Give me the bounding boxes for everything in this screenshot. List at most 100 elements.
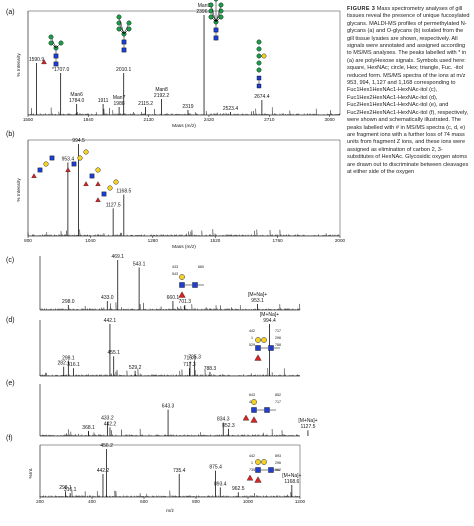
hexose-circle xyxy=(261,53,267,59)
peak-label: 953.4 xyxy=(62,156,75,162)
peak-label: 456.2 xyxy=(100,443,113,449)
peak-label: 834.3 xyxy=(217,417,230,423)
spectrum-trace xyxy=(27,229,340,237)
peak-label-name: [M+Na]+ xyxy=(260,312,279,318)
peak-label: 852.3 xyxy=(222,423,235,429)
peak-label-name: Man7 xyxy=(113,95,126,101)
peak-label: *1707.0 xyxy=(52,67,69,73)
hexnac-square xyxy=(256,83,262,89)
peak-label: 2115.2 xyxy=(138,101,153,107)
peak-label: 2319 xyxy=(182,104,193,110)
fucose-triangle xyxy=(65,167,71,172)
peak-label: 2010.1 xyxy=(116,67,132,73)
x-tick-label: 600 xyxy=(140,499,148,504)
mannose-circle xyxy=(58,40,64,46)
peak-label: 735.3 xyxy=(188,354,201,360)
fucose-triangle xyxy=(41,59,47,65)
mannose-circle xyxy=(213,0,219,2)
hexnac-square xyxy=(101,191,107,197)
hexose-circle xyxy=(77,155,83,161)
spectrum-trace xyxy=(40,428,301,437)
x-tick-label: 1760 xyxy=(272,238,283,243)
fragment-annotation: 643 xyxy=(249,393,255,397)
fucose-triangle xyxy=(254,476,262,483)
peak-label: 298.1 xyxy=(62,355,75,361)
x-tick-label: 1280 xyxy=(148,238,159,243)
peak-label: 282.1 xyxy=(57,361,70,367)
x-tick-label: 1550 xyxy=(23,117,34,122)
x-tick-label: 1840 xyxy=(83,117,94,122)
fucose-triangle xyxy=(246,474,254,481)
x-tick-label: 2420 xyxy=(204,117,215,122)
peak-label: 442.2 xyxy=(97,468,110,474)
mannose-circle xyxy=(48,34,54,40)
fragment-annotation: 717 xyxy=(275,400,281,404)
mannose-circle xyxy=(208,8,214,14)
x-tick-label: 1040 xyxy=(85,238,96,243)
hexnac-square xyxy=(179,282,185,288)
x-tick-label: 1200 xyxy=(295,499,306,504)
peak-label: 2523.4 xyxy=(223,106,239,112)
peak-label: 316.1 xyxy=(64,487,77,493)
peak-label: 316.1 xyxy=(67,362,80,368)
hexnac-square xyxy=(71,161,77,167)
panel-label: (e) xyxy=(6,380,15,387)
fragment-annotation: 1 xyxy=(251,336,253,340)
peak-label: 469.1 xyxy=(111,254,124,260)
x-tick-label: 1520 xyxy=(210,238,221,243)
peak-label: 660.1 xyxy=(167,295,180,301)
peak-label: 1590.9 xyxy=(29,57,45,63)
hexnac-square xyxy=(89,173,95,179)
hexnac-square xyxy=(255,467,261,473)
mannose-circle xyxy=(218,8,224,14)
peak-label: 1127.5 xyxy=(106,202,121,208)
mannose-circle xyxy=(208,14,214,20)
peak-label: 433.0 xyxy=(101,295,114,301)
mannose-circle xyxy=(256,67,262,73)
fragment-annotation: 660 xyxy=(198,265,204,269)
mannose-circle xyxy=(116,20,122,26)
mannose-circle xyxy=(48,40,54,46)
peak-label: 442.1 xyxy=(104,318,117,324)
panel-label: (d) xyxy=(6,317,15,324)
peak-label: 717.3 xyxy=(183,362,196,368)
peak-label-mz: 953.1 xyxy=(251,298,264,304)
x-axis-label: m/z xyxy=(166,508,174,514)
peak-label-name: [M+Na]+ xyxy=(248,292,267,298)
hexnac-square xyxy=(49,155,55,161)
mannose-circle xyxy=(256,39,262,45)
fragment-annotation: 442 xyxy=(249,454,255,458)
hexnac-square xyxy=(255,345,261,351)
hexnac-square xyxy=(256,75,262,81)
peak-label: 2674.4 xyxy=(254,94,270,100)
hexnac-square xyxy=(37,167,43,173)
peak-label: 529.2 xyxy=(129,365,142,371)
fragment-annotation: 852 xyxy=(275,393,281,397)
peak-label-mz: 2396.3 xyxy=(196,9,212,15)
fucose-triangle xyxy=(31,173,37,178)
peak-label: 1911 xyxy=(98,98,109,104)
hexnac-square xyxy=(213,27,219,33)
hexnac-square xyxy=(53,53,59,59)
peak-label-mz: 1988 xyxy=(114,101,125,107)
peak-label: 298.0 xyxy=(62,299,75,305)
caption-label: FIGURE 3 xyxy=(347,6,376,12)
peak-label: 893.4 xyxy=(214,481,227,487)
hexose-circle xyxy=(107,185,113,191)
mannose-circle xyxy=(208,2,214,8)
fucose-triangle xyxy=(242,414,250,421)
peak-label-mz: 994.4 xyxy=(263,318,276,324)
peak-label: 735.4 xyxy=(173,468,186,474)
hexnac-square xyxy=(268,345,274,351)
peak-label-mz: 1784.0 xyxy=(69,98,85,104)
peak-label: 962.5 xyxy=(232,486,245,492)
hexnac-square xyxy=(264,407,270,413)
hexose-circle xyxy=(261,337,267,343)
mannose-circle xyxy=(126,20,132,26)
hexose-circle xyxy=(113,179,119,185)
peak-label: 643.3 xyxy=(162,404,175,410)
x-tick-label: 200 xyxy=(36,499,44,504)
y-axis-label: %Int. xyxy=(28,468,34,479)
x-tick-label: 800 xyxy=(192,499,200,504)
